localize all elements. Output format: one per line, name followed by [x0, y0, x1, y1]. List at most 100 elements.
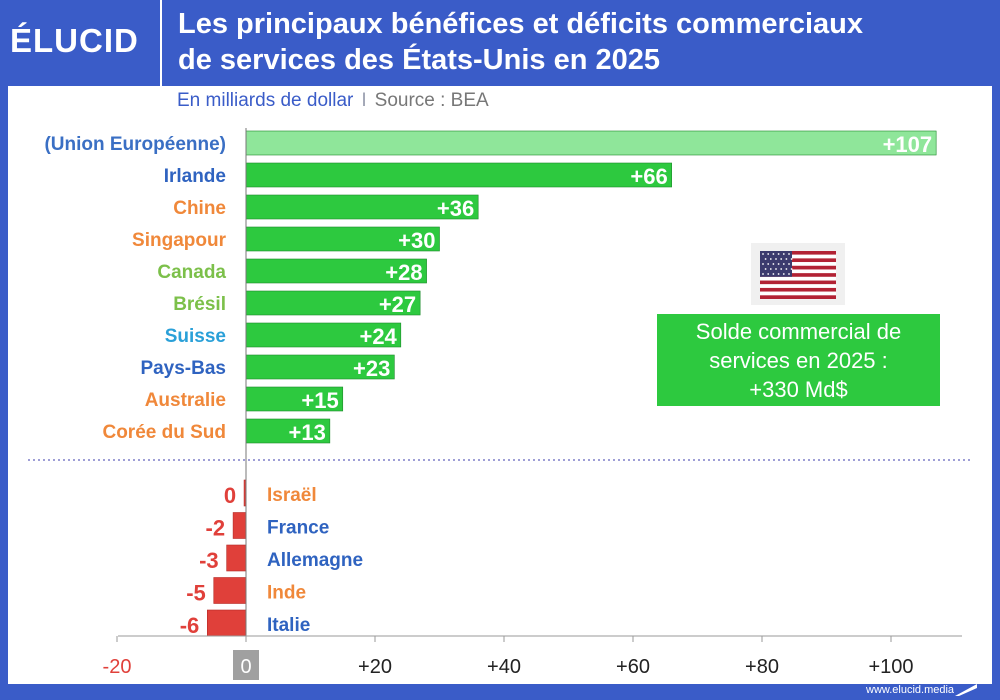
flag-star	[780, 268, 783, 270]
bar-value-label: +27	[379, 292, 416, 317]
x-tick-label: +40	[487, 656, 521, 678]
flag-star	[772, 263, 775, 265]
flag-stripe	[760, 251, 836, 255]
flag-star	[788, 253, 790, 255]
flag-stripe	[760, 291, 836, 296]
bar-surplus	[245, 322, 402, 348]
flag-stripe	[760, 273, 836, 277]
flag-star	[780, 258, 783, 260]
bar-value-label: +36	[437, 196, 474, 221]
flag-star	[782, 273, 785, 275]
category-label: Allemagne	[267, 550, 363, 571]
flag-stripe	[760, 265, 836, 270]
flag-star	[769, 268, 772, 270]
units-label: En milliards de dollar	[177, 90, 354, 111]
flag-stripe	[760, 262, 836, 266]
callout-line-1: Solde commercial de	[695, 319, 902, 344]
bar-value-label: +13	[289, 420, 326, 445]
chart-title: Les principaux bénéfices et déficits com…	[178, 6, 988, 78]
elucid-logo: ÉLUCID	[10, 22, 139, 59]
header-bar: ÉLUCID Les principaux bénéfices et défic…	[0, 0, 1000, 86]
bar-deficit	[207, 609, 247, 637]
flag-star	[772, 273, 775, 275]
bar-value-label: -6	[180, 613, 200, 638]
flag-star	[785, 258, 788, 260]
category-label: Pays-Bas	[140, 358, 226, 379]
elucid-mark-icon	[955, 684, 977, 696]
category-label: Brésil	[173, 294, 226, 315]
flag-star	[775, 258, 777, 260]
flag-star	[790, 268, 793, 270]
callout-line-2: services en 2025 :	[709, 348, 888, 373]
footer-url: www.elucid.media	[866, 684, 955, 696]
bar-surplus	[245, 130, 937, 156]
title-line-2: de services des États-Unis en 2025	[178, 44, 660, 76]
bar-value-label: +24	[359, 324, 397, 349]
bar-value-label: +15	[301, 388, 338, 413]
flag-star	[769, 258, 772, 260]
bar-value-label: +30	[398, 228, 435, 253]
flag-star	[762, 263, 764, 265]
bar-value-label: 0	[224, 483, 236, 508]
flag-star	[772, 253, 775, 255]
bar-deficit	[213, 577, 247, 604]
category-label: Singapour	[132, 230, 227, 251]
x-tick-label: -20	[103, 656, 132, 678]
flag-star	[762, 273, 764, 275]
bar-surplus	[245, 194, 479, 220]
header-divider	[160, 0, 162, 86]
bar-value-label: +28	[385, 260, 422, 285]
flag-stripe	[760, 254, 836, 259]
flag-stripe	[760, 276, 836, 281]
category-label: Inde	[267, 583, 306, 604]
flag-stripe	[760, 258, 836, 263]
bar-value-label: +66	[630, 164, 667, 189]
category-label: Canada	[157, 262, 226, 283]
flag-star	[788, 263, 790, 265]
flag-star	[767, 273, 770, 275]
bar-value-label: +107	[883, 132, 933, 157]
bar-surplus	[245, 258, 427, 284]
us-flag-icon	[760, 251, 836, 299]
category-label: Italie	[267, 615, 310, 636]
category-label: Irlande	[164, 166, 226, 187]
flag-star	[788, 273, 790, 275]
category-label: Chine	[173, 198, 226, 219]
bar-value-label: -5	[186, 581, 206, 606]
category-label: Australie	[145, 390, 226, 411]
flag-star	[775, 268, 777, 270]
trade-balance-callout: Solde commercial de services en 2025 : +…	[657, 314, 940, 406]
category-label: Corée du Sud	[102, 422, 226, 443]
x-tick-label: 0	[240, 656, 251, 678]
flag-star	[782, 253, 785, 255]
category-label: Israël	[267, 485, 317, 506]
x-tick-label: +100	[868, 656, 913, 678]
flag-star	[782, 263, 785, 265]
source-label: Source : BEA	[374, 90, 489, 111]
bar-deficit	[226, 544, 247, 572]
bar-value-label: +23	[353, 356, 390, 381]
category-label: (Union Européenne)	[44, 134, 226, 155]
flag-stripe	[760, 269, 836, 274]
flag-star	[762, 253, 764, 255]
callout-line-3: +330 Md$	[749, 377, 848, 402]
category-label: Suisse	[165, 326, 226, 347]
bar-value-label: -3	[199, 548, 219, 573]
bar-surplus	[245, 386, 344, 412]
zero-tick-background	[233, 650, 259, 680]
x-tick-label: +80	[745, 656, 779, 678]
flag-star	[785, 268, 788, 270]
x-tick-label: +20	[358, 656, 392, 678]
bar-value-label: -2	[206, 516, 226, 541]
flag-star	[767, 253, 770, 255]
x-tick-label: +60	[616, 656, 650, 678]
flag-star	[764, 268, 767, 270]
bar-surplus	[245, 290, 421, 316]
subtitle-separator: I	[361, 90, 367, 111]
flag-stripe	[760, 295, 836, 299]
bar-surplus	[245, 354, 395, 380]
flag-star	[764, 258, 767, 260]
bar-deficit	[232, 512, 247, 539]
